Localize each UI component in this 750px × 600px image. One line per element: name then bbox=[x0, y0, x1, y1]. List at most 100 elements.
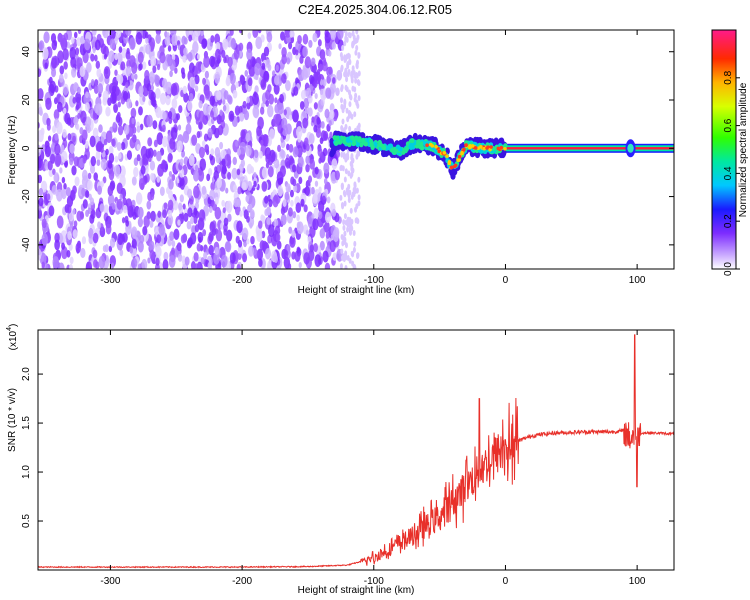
noise-cell bbox=[353, 111, 357, 118]
noise-cell bbox=[232, 89, 238, 99]
noise-cell bbox=[54, 143, 61, 156]
noise-cell bbox=[318, 157, 322, 164]
noise-cell bbox=[50, 33, 57, 43]
noise-cell bbox=[94, 79, 99, 87]
colorbar: 0.0 0.2 0.4 0.6 0.8 Normalized spectral ampl… bbox=[711, 29, 749, 276]
noise-cell bbox=[180, 67, 185, 75]
noise-cell bbox=[168, 170, 173, 177]
noise-cell bbox=[150, 55, 157, 68]
noise-cell bbox=[342, 253, 346, 260]
noise-cell bbox=[348, 229, 352, 236]
snr-panel: -300 -200 -100 0 100 0.5 1.0 1.5 2.0 Height of … bbox=[6, 324, 675, 596]
noise-cell bbox=[203, 55, 210, 68]
noise-cell bbox=[125, 81, 129, 89]
noise-cell bbox=[309, 244, 314, 253]
noise-cell bbox=[329, 82, 336, 94]
noise-cell bbox=[342, 219, 346, 226]
noise-cell bbox=[346, 116, 350, 123]
noise-cell bbox=[236, 148, 241, 156]
noise-cell bbox=[247, 32, 252, 39]
noise-cell bbox=[184, 256, 190, 266]
snr-x-tick-label-3: 0 bbox=[503, 576, 509, 587]
noise-cell bbox=[331, 41, 336, 50]
noise-cell bbox=[177, 253, 183, 262]
noise-cell bbox=[85, 102, 90, 112]
noise-cell bbox=[38, 106, 43, 116]
noise-cell bbox=[204, 70, 209, 79]
noise-cell bbox=[82, 199, 88, 209]
spectrogram-x-tick-label-2: -100 bbox=[364, 275, 384, 286]
noise-cell bbox=[277, 185, 284, 197]
noise-cell bbox=[63, 107, 67, 115]
noise-cell bbox=[288, 143, 294, 153]
noise-cell bbox=[41, 144, 46, 152]
noise-cell bbox=[107, 185, 114, 196]
noise-cell bbox=[265, 153, 271, 164]
noise-cell bbox=[216, 90, 222, 101]
noise-cell bbox=[357, 194, 361, 201]
noise-cell bbox=[56, 101, 63, 113]
noise-cell bbox=[254, 62, 261, 76]
noise-cell bbox=[77, 112, 81, 119]
noise-cell bbox=[348, 125, 352, 132]
noise-cell bbox=[189, 232, 197, 245]
noise-cell bbox=[169, 59, 176, 72]
noise-cell bbox=[249, 222, 253, 229]
signal-cell bbox=[334, 140, 339, 146]
noise-cell bbox=[305, 229, 310, 236]
noise-cell bbox=[128, 210, 132, 218]
noise-cell bbox=[283, 109, 287, 116]
noise-cell bbox=[245, 195, 250, 203]
noise-cell bbox=[118, 152, 122, 160]
noise-cell bbox=[191, 134, 198, 146]
noise-cell bbox=[84, 140, 89, 149]
noise-cell bbox=[286, 57, 291, 65]
signal-cell bbox=[332, 135, 338, 141]
noise-cell bbox=[241, 181, 247, 191]
noise-cell bbox=[90, 53, 95, 62]
noise-cell bbox=[303, 252, 310, 265]
spectrogram-x-tick-label-0: -300 bbox=[100, 275, 120, 286]
noise-cell bbox=[355, 59, 359, 66]
noise-cell bbox=[243, 240, 247, 248]
noise-cell bbox=[266, 206, 271, 216]
noise-cell bbox=[356, 79, 360, 86]
noise-cell bbox=[73, 116, 79, 126]
noise-cell bbox=[239, 141, 247, 155]
noise-cell bbox=[252, 105, 260, 119]
noise-cell bbox=[260, 139, 264, 147]
noise-cell bbox=[81, 187, 86, 197]
noise-cell bbox=[289, 30, 294, 38]
noise-cell bbox=[38, 68, 42, 77]
noise-cell bbox=[342, 235, 346, 242]
noise-cell bbox=[136, 143, 141, 151]
noise-cell bbox=[225, 200, 233, 214]
noise-cell bbox=[345, 187, 349, 194]
noise-cell bbox=[255, 36, 263, 50]
noise-cell bbox=[49, 80, 56, 94]
noise-cell bbox=[319, 88, 324, 96]
noise-cell bbox=[42, 47, 49, 60]
noise-cell bbox=[312, 218, 319, 231]
spectrogram-y-tick-label-0: -40 bbox=[21, 237, 32, 252]
noise-cell bbox=[279, 165, 286, 178]
noise-cell bbox=[40, 127, 45, 136]
noise-cell bbox=[132, 126, 137, 134]
noise-cell bbox=[41, 218, 47, 229]
noise-cell bbox=[233, 184, 238, 193]
noise-cell bbox=[198, 209, 206, 222]
signal-cell bbox=[437, 149, 442, 154]
noise-cell bbox=[188, 34, 193, 42]
noise-cell bbox=[122, 232, 128, 243]
noise-cell bbox=[354, 187, 358, 194]
noise-cell bbox=[297, 34, 302, 45]
spectrogram-y-label: Frequency (Hz) bbox=[7, 116, 18, 185]
noise-cell bbox=[314, 166, 319, 175]
noise-cell bbox=[257, 116, 264, 130]
noise-cell bbox=[296, 214, 300, 222]
noise-cell bbox=[303, 65, 311, 79]
noise-cell bbox=[129, 37, 136, 50]
noise-cell bbox=[303, 97, 310, 109]
noise-cell bbox=[355, 45, 359, 52]
